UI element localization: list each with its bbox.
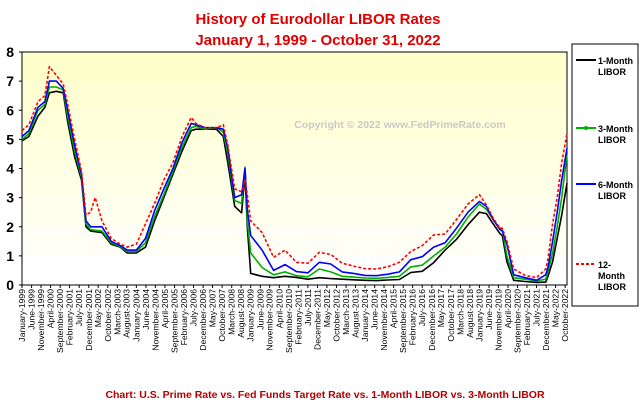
x-tick-label: February-2016 <box>408 289 418 346</box>
x-tick-label: June-2009 <box>255 289 265 330</box>
legend-marker <box>584 126 588 130</box>
x-tick-label: April-2010 <box>274 289 284 328</box>
x-tick-label: October-2012 <box>331 289 341 342</box>
x-tick-label: August-2008 <box>236 289 246 338</box>
x-tick-label: May-2017 <box>436 289 446 327</box>
x-tick-label: March-2018 <box>455 289 465 335</box>
y-axis: 0 1 2 3 4 5 6 7 8 <box>6 44 22 293</box>
plot-band <box>22 197 567 227</box>
x-tick-label: August-2003 <box>122 289 132 338</box>
x-tick-label: January-2009 <box>246 289 256 342</box>
x-tick-label: November-2009 <box>265 289 275 351</box>
legend-label: 1-Month <box>598 56 633 66</box>
x-tick-label: July-2016 <box>417 289 427 326</box>
x-tick-label: January-1999 <box>17 289 27 342</box>
y-tick-label: 3 <box>6 190 14 206</box>
x-axis: January-1999 June-1999 November-1999 April-… <box>17 285 570 353</box>
x-tick-label: December-2016 <box>427 289 437 351</box>
x-tick-label: August-2013 <box>350 289 360 338</box>
x-tick-label: March-2003 <box>112 289 122 335</box>
y-tick-label: 0 <box>6 277 14 293</box>
y-tick-label: 4 <box>6 161 14 177</box>
legend-label: 3-Month <box>598 124 633 134</box>
x-tick-label: December-2021 <box>541 289 551 351</box>
x-tick-label: October-2002 <box>103 289 113 342</box>
plot-band <box>22 226 567 256</box>
y-tick-label: 5 <box>6 131 14 147</box>
x-tick-label: March-2013 <box>341 289 351 335</box>
legend-label: 6-Month <box>598 180 633 190</box>
x-tick-label: May-2012 <box>322 289 332 327</box>
x-tick-label: July-2021 <box>532 289 542 326</box>
series-lines <box>21 65 568 284</box>
x-tick-label: April-2005 <box>160 289 170 328</box>
x-tick-label: November-1999 <box>36 289 46 351</box>
legend-label: LIBOR <box>598 67 626 77</box>
x-tick-label: April-2020 <box>503 289 513 328</box>
chart-subtitle: January 1, 1999 - October 31, 2022 <box>195 32 440 49</box>
y-tick-label: 1 <box>6 248 14 264</box>
x-tick-label: December-2011 <box>312 289 322 350</box>
legend-label: Month <box>598 271 625 281</box>
x-tick-label: July-2011 <box>303 289 313 326</box>
x-tick-label: February-2021 <box>522 289 532 346</box>
x-tick-label: May-2022 <box>551 289 561 327</box>
x-tick-label: May-2007 <box>208 289 218 327</box>
y-tick-label: 8 <box>6 44 14 60</box>
series-line <box>21 65 568 279</box>
x-tick-label: September-2020 <box>513 289 523 353</box>
chart-caption: Chart: U.S. Prime Rate vs. Fed Funds Tar… <box>105 389 545 401</box>
x-tick-label: February-2001 <box>65 289 75 346</box>
series-line <box>21 80 568 282</box>
copyright-notice: Copyright © 2022 www.FedPrimeRate.com <box>294 119 506 131</box>
plot-band <box>22 81 567 111</box>
x-tick-label: February-2011 <box>293 289 303 345</box>
x-tick-label: April-2015 <box>389 289 399 328</box>
x-tick-label: January-2004 <box>131 289 141 342</box>
chart-title: History of Eurodollar LIBOR Rates <box>195 11 440 28</box>
legend-label: LIBOR <box>598 191 626 201</box>
x-tick-label: November-2004 <box>150 289 160 351</box>
x-tick-label: December-2006 <box>198 289 208 351</box>
x-tick-label: September-2010 <box>284 289 294 353</box>
x-tick-label: July-2006 <box>189 289 199 326</box>
x-tick-label: September-2000 <box>55 289 65 353</box>
x-tick-label: November-2014 <box>379 289 389 351</box>
x-tick-label: May-2002 <box>93 289 103 327</box>
plot-band <box>22 110 567 140</box>
plot-band <box>22 168 567 198</box>
x-tick-label: January-2014 <box>360 289 370 342</box>
x-tick-label: March-2008 <box>227 289 237 335</box>
x-tick-label: September-2015 <box>398 289 408 353</box>
x-tick-label: June-2019 <box>484 289 494 330</box>
x-tick-label: October-2022 <box>560 289 570 342</box>
x-tick-label: August-2018 <box>465 289 475 338</box>
x-tick-label: June-2004 <box>141 289 151 330</box>
y-tick-label: 7 <box>6 73 14 89</box>
legend-label: LIBOR <box>598 135 626 145</box>
x-tick-label: December-2001 <box>84 289 94 351</box>
x-tick-label: November-2019 <box>493 289 503 351</box>
x-tick-label: September-2005 <box>170 289 180 353</box>
y-tick-label: 2 <box>6 219 14 235</box>
x-tick-label: January-2019 <box>474 289 484 342</box>
plot-bands <box>22 52 567 285</box>
x-tick-label: February-2006 <box>179 289 189 346</box>
x-tick-label: June-2014 <box>370 289 380 330</box>
legend-box <box>571 43 639 307</box>
x-tick-label: June-1999 <box>27 289 37 330</box>
x-tick-label: April-2000 <box>46 289 56 328</box>
legend: 1-MonthLIBOR3-MonthLIBOR6-MonthLIBOR12-M… <box>576 56 633 292</box>
legend-label: 12- <box>598 260 611 270</box>
legend-label: LIBOR <box>598 282 626 292</box>
plot-band <box>22 139 567 169</box>
plot-band <box>22 52 567 82</box>
x-tick-label: July-2001 <box>74 289 84 326</box>
x-tick-label: October-2017 <box>446 289 456 342</box>
y-tick-label: 6 <box>6 102 14 118</box>
series-line <box>21 90 568 284</box>
x-tick-label: October-2007 <box>217 289 227 342</box>
